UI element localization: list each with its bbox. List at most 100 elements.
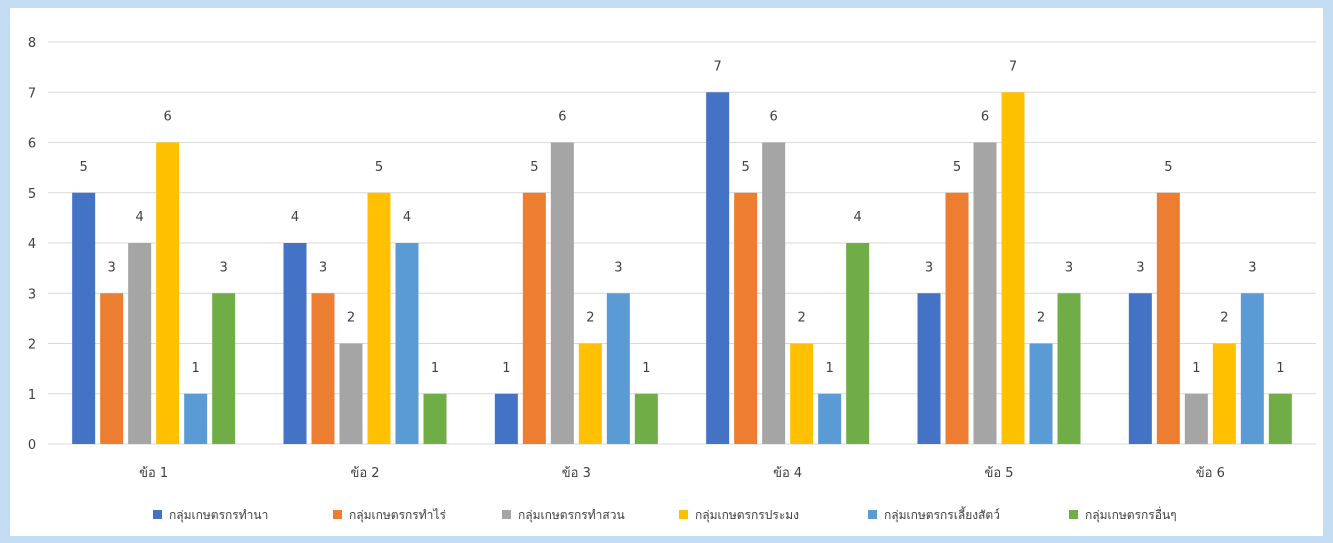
x-category-label: ข้อ 3 — [562, 466, 591, 481]
bar — [367, 192, 391, 444]
legend-label: กลุ่มเกษตรกรทำสวน — [518, 508, 625, 523]
x-category-label: ข้อ 2 — [350, 466, 379, 481]
legend-item: กลุ่มเกษตรกรประมง — [679, 508, 799, 523]
data-labels: 5 3 4 6 1 3 4 3 2 5 4 1 1 5 6 2 3 1 7 5 6 2 1 4 3 5 6 7 2 3 3 5 1 2 3 1 — [80, 59, 1285, 376]
bar — [522, 192, 546, 444]
y-axis-ticks: 0 1 2 3 4 5 6 7 8 — [28, 36, 36, 453]
legend-swatch — [333, 510, 342, 519]
bar — [1001, 92, 1025, 444]
x-category-label: ข้อ 4 — [773, 466, 802, 481]
bar — [423, 393, 447, 444]
bar — [184, 393, 208, 444]
legend-item: กลุ่มเกษตรกรเลี้ยงสัตว์ — [868, 506, 1000, 523]
bar — [494, 393, 518, 444]
bar — [283, 243, 307, 444]
bar — [100, 293, 124, 444]
data-label: 3 — [319, 260, 327, 275]
x-category-label: ข้อ 1 — [139, 466, 168, 481]
data-label: 1 — [502, 361, 510, 376]
data-label: 5 — [1164, 160, 1172, 175]
data-label: 6 — [981, 110, 989, 125]
bar — [945, 192, 969, 444]
legend-item: กลุ่มเกษตรกรอื่นๆ — [1069, 506, 1177, 523]
legend-swatch — [502, 510, 511, 519]
data-label: 5 — [375, 160, 383, 175]
y-tick-label: 4 — [28, 237, 36, 252]
bar — [156, 142, 180, 444]
data-label: 1 — [642, 361, 650, 376]
y-tick-label: 8 — [28, 36, 36, 51]
data-label: 5 — [530, 160, 538, 175]
data-label: 2 — [1220, 311, 1228, 326]
data-label: 6 — [558, 110, 566, 125]
x-category-label: ข้อ 5 — [984, 466, 1013, 481]
gridlines — [48, 41, 1316, 445]
data-label: 3 — [1136, 260, 1144, 275]
bar — [578, 343, 602, 444]
bar — [1029, 343, 1053, 444]
x-axis-categories: ข้อ 1 ข้อ 2 ข้อ 3 ข้อ 4 ข้อ 5 ข้อ 6 — [139, 466, 1225, 481]
bar — [634, 393, 658, 444]
legend-item: กลุ่มเกษตรกรทำไร่ — [333, 508, 446, 523]
data-label: 4 — [854, 210, 862, 225]
data-label: 4 — [403, 210, 411, 225]
data-label: 2 — [586, 311, 594, 326]
bar — [72, 192, 96, 444]
bar — [790, 343, 814, 444]
chart-frame: 0 1 2 3 4 5 6 7 8 5 3 4 6 1 3 4 3 2 5 4 1 1 5 6 2 3 1 7 5 6 2 1 4 3 5 6 7 2 3… — [10, 8, 1323, 536]
legend-swatch — [868, 510, 877, 519]
bar — [1156, 192, 1180, 444]
bar — [1184, 393, 1208, 444]
data-label: 4 — [136, 210, 144, 225]
bar — [973, 142, 997, 444]
data-label: 1 — [431, 361, 439, 376]
y-tick-label: 0 — [28, 438, 36, 453]
data-label: 3 — [614, 260, 622, 275]
bars — [72, 92, 1292, 444]
legend-label: กลุ่มเกษตรกรอื่นๆ — [1085, 506, 1177, 523]
bar — [606, 293, 630, 444]
data-label: 1 — [1192, 361, 1200, 376]
bar — [734, 192, 758, 444]
bar — [762, 142, 786, 444]
legend-label: กลุ่มเกษตรกรทำไร่ — [349, 508, 446, 523]
bar — [395, 243, 419, 444]
data-label: 5 — [742, 160, 750, 175]
y-tick-label: 5 — [28, 187, 36, 202]
data-label: 1 — [826, 361, 834, 376]
y-tick-label: 2 — [28, 338, 36, 353]
data-label: 6 — [770, 110, 778, 125]
bar — [1268, 393, 1292, 444]
data-label: 1 — [192, 361, 200, 376]
legend-label: กลุ่มเกษตรกรประมง — [695, 508, 799, 523]
bar — [311, 293, 335, 444]
legend-swatch — [1069, 510, 1078, 519]
data-label: 3 — [1248, 260, 1256, 275]
y-tick-label: 3 — [28, 287, 36, 302]
bar-chart: 0 1 2 3 4 5 6 7 8 5 3 4 6 1 3 4 3 2 5 4 1 1 5 6 2 3 1 7 5 6 2 1 4 3 5 6 7 2 3… — [28, 36, 1316, 523]
data-label: 3 — [108, 260, 116, 275]
y-tick-label: 6 — [28, 137, 36, 152]
legend-item: กลุ่มเกษตรกรทำนา — [153, 508, 268, 523]
legend-label: กลุ่มเกษตรกรเลี้ยงสัตว์ — [884, 506, 1000, 523]
data-label: 2 — [347, 311, 355, 326]
data-label: 2 — [798, 311, 806, 326]
bar — [550, 142, 574, 444]
data-label: 7 — [714, 59, 722, 74]
bar — [818, 393, 842, 444]
x-category-label: ข้อ 6 — [1196, 466, 1225, 481]
data-label: 3 — [925, 260, 933, 275]
data-label: 3 — [220, 260, 228, 275]
data-label: 5 — [953, 160, 961, 175]
bar — [1240, 293, 1264, 444]
data-label: 4 — [291, 210, 299, 225]
bar — [917, 293, 941, 444]
bar — [212, 293, 236, 444]
data-label: 3 — [1065, 260, 1073, 275]
bar — [846, 243, 870, 444]
bar — [1128, 293, 1152, 444]
data-label: 2 — [1037, 311, 1045, 326]
bar — [339, 343, 363, 444]
y-tick-label: 7 — [28, 86, 36, 101]
bar — [706, 92, 730, 444]
